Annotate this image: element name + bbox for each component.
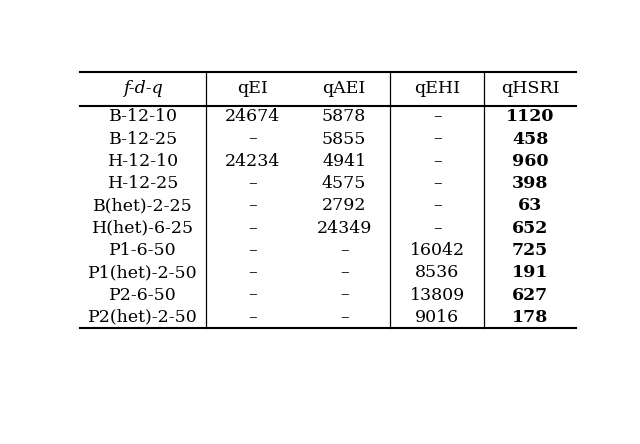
Text: qEHI: qEHI xyxy=(414,80,460,97)
Text: 2792: 2792 xyxy=(322,198,366,214)
Text: 1120: 1120 xyxy=(506,108,554,125)
Text: –: – xyxy=(433,220,442,237)
Text: qAEI: qAEI xyxy=(323,80,366,97)
Text: –: – xyxy=(340,264,348,281)
Text: –: – xyxy=(248,198,257,214)
Text: P2(het)-2-50: P2(het)-2-50 xyxy=(88,309,198,326)
Text: P1-6-50: P1-6-50 xyxy=(109,242,177,259)
Text: 191: 191 xyxy=(512,264,548,281)
Text: f-d-q: f-d-q xyxy=(124,80,163,97)
Text: 458: 458 xyxy=(512,131,548,147)
Text: –: – xyxy=(433,131,442,147)
Text: 24674: 24674 xyxy=(225,108,280,125)
Text: 24349: 24349 xyxy=(316,220,372,237)
Text: 9016: 9016 xyxy=(415,309,459,326)
Text: P1(het)-2-50: P1(het)-2-50 xyxy=(88,264,198,281)
Text: qEI: qEI xyxy=(237,80,268,97)
Text: 63: 63 xyxy=(518,198,542,214)
Text: –: – xyxy=(248,264,257,281)
Text: –: – xyxy=(433,108,442,125)
Text: –: – xyxy=(340,242,348,259)
Text: 13809: 13809 xyxy=(410,286,465,304)
Text: H-12-10: H-12-10 xyxy=(108,153,179,170)
Text: –: – xyxy=(248,309,257,326)
Text: 725: 725 xyxy=(512,242,548,259)
Text: –: – xyxy=(433,198,442,214)
Text: –: – xyxy=(433,153,442,170)
Text: 652: 652 xyxy=(512,220,548,237)
Text: 5878: 5878 xyxy=(322,108,366,125)
Text: 8536: 8536 xyxy=(415,264,460,281)
Text: P2-6-50: P2-6-50 xyxy=(109,286,177,304)
Text: B(het)-2-25: B(het)-2-25 xyxy=(93,198,193,214)
Text: qHSRI: qHSRI xyxy=(501,80,559,97)
Text: 24234: 24234 xyxy=(225,153,280,170)
Text: –: – xyxy=(248,220,257,237)
Text: 627: 627 xyxy=(512,286,548,304)
Text: 398: 398 xyxy=(512,175,548,192)
Text: 5855: 5855 xyxy=(322,131,366,147)
Text: H(het)-6-25: H(het)-6-25 xyxy=(92,220,195,237)
Text: B-12-25: B-12-25 xyxy=(109,131,178,147)
Text: –: – xyxy=(340,286,348,304)
Text: 4941: 4941 xyxy=(322,153,366,170)
Text: 16042: 16042 xyxy=(410,242,465,259)
Text: B-12-10: B-12-10 xyxy=(109,108,178,125)
Text: –: – xyxy=(248,286,257,304)
Text: –: – xyxy=(248,242,257,259)
Text: –: – xyxy=(248,131,257,147)
Text: 178: 178 xyxy=(512,309,548,326)
Text: H-12-25: H-12-25 xyxy=(108,175,179,192)
Text: –: – xyxy=(433,175,442,192)
Text: –: – xyxy=(248,175,257,192)
Text: 960: 960 xyxy=(512,153,548,170)
Text: –: – xyxy=(340,309,348,326)
Text: 4575: 4575 xyxy=(322,175,366,192)
